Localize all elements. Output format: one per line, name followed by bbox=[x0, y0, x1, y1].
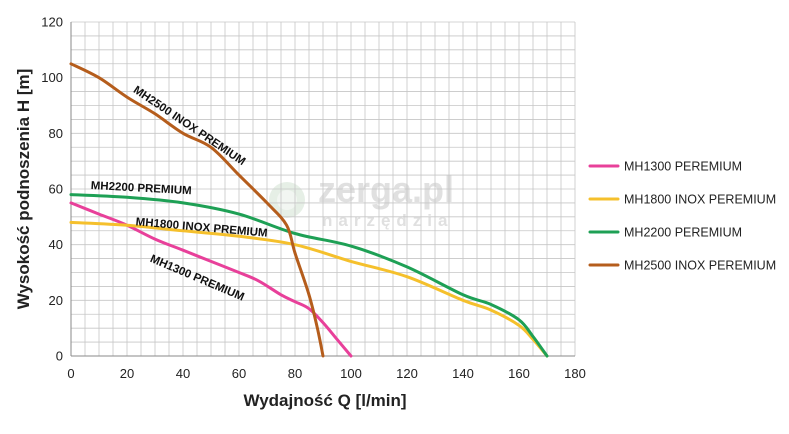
watermark-sub-text: narzędzia bbox=[322, 211, 453, 230]
legend-label-mh2500: MH2500 INOX PEREMIUM bbox=[624, 259, 776, 273]
legend-label-mh1800: MH1800 INOX PEREMIUM bbox=[624, 193, 776, 207]
x-tick-label: 20 bbox=[120, 366, 134, 381]
y-tick-label: 60 bbox=[49, 182, 63, 197]
x-tick-label: 180 bbox=[564, 366, 586, 381]
legend-label-mh2200: MH2200 PEREMIUM bbox=[624, 226, 742, 240]
y-tick-label: 100 bbox=[41, 70, 63, 85]
y-axis-title: Wysokość podnoszenia H [m] bbox=[14, 69, 33, 310]
series-lines bbox=[69, 62, 549, 358]
series-line-mh1800 bbox=[69, 220, 549, 358]
y-tick-label: 120 bbox=[41, 15, 63, 30]
x-tick-label: 120 bbox=[396, 366, 418, 381]
y-tick-label: 40 bbox=[49, 237, 63, 252]
x-tick-label: 160 bbox=[508, 366, 530, 381]
axes: 0 20 40 60 80 100 120 140 160 180 0 20 40 60 80 100 120 W… bbox=[14, 15, 586, 411]
y-tick-label: 80 bbox=[49, 126, 63, 141]
curve-label-mh2500: MH2500 INOX PREMIUM bbox=[131, 84, 247, 168]
x-tick-label: 80 bbox=[288, 366, 302, 381]
y-tick-label: 20 bbox=[49, 293, 63, 308]
x-tick-label: 0 bbox=[67, 366, 74, 381]
x-tick-label: 140 bbox=[452, 366, 474, 381]
x-axis-title: Wydajność Q [l/min] bbox=[243, 391, 406, 410]
x-tick-label: 60 bbox=[232, 366, 246, 381]
legend: MH1300 PEREMIUM MH1800 INOX PEREMIUM MH220… bbox=[588, 160, 776, 273]
legend-label-mh1300: MH1300 PEREMIUM bbox=[624, 160, 742, 174]
series-line-mh2500 bbox=[69, 62, 325, 358]
y-tick-label: 0 bbox=[56, 349, 63, 364]
x-tick-label: 40 bbox=[176, 366, 190, 381]
x-tick-label: 100 bbox=[340, 366, 362, 381]
watermark: zerga.pl narzędzia bbox=[269, 169, 454, 230]
watermark-logo-icon bbox=[269, 182, 305, 218]
series-line-mh2200 bbox=[69, 193, 549, 358]
curve-label-mh2200: MH2200 PREMIUM bbox=[90, 180, 191, 197]
